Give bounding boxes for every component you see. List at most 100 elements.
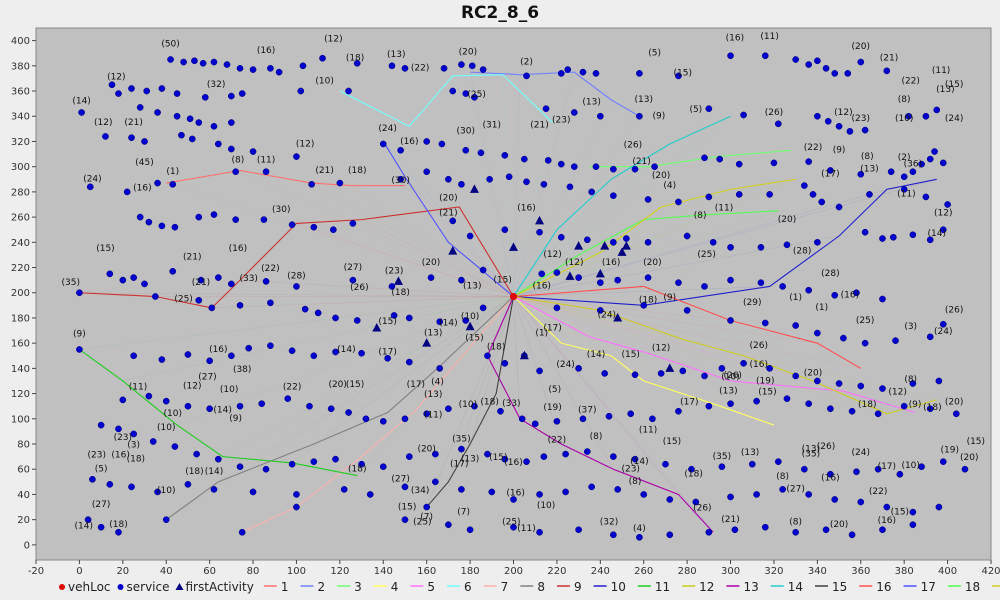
service-point [883, 503, 891, 511]
service-point [609, 192, 617, 200]
route-16-spoke [513, 286, 644, 297]
service-point [918, 463, 925, 471]
node-label: (4) [431, 378, 444, 388]
node-label: (4) [663, 181, 676, 191]
node-label: (9) [909, 400, 922, 410]
legend-label-8: 8 [537, 580, 545, 594]
node-label: (20) [422, 258, 440, 268]
x-tick-label: 20 [116, 566, 129, 577]
service-point [827, 470, 834, 478]
service-point [76, 346, 83, 353]
route-6-spoke [339, 90, 514, 297]
node-label: (9) [229, 414, 242, 424]
service-point [770, 159, 778, 167]
service-point [471, 93, 478, 101]
service-point [705, 193, 713, 201]
node-label: (12) [652, 344, 670, 354]
route-8-spoke [313, 296, 514, 445]
service-point [857, 498, 865, 506]
node-label: (12) [888, 388, 906, 398]
node-label: (20) [852, 42, 870, 52]
x-tick-label: 320 [764, 566, 783, 577]
service-point [557, 160, 565, 168]
node-label: (15) [398, 502, 416, 512]
route-8-spoke [166, 296, 514, 520]
service-point [879, 235, 886, 242]
service-point [162, 516, 170, 524]
service-point [931, 148, 938, 155]
route-13-spoke [513, 296, 614, 470]
first-activity-marker [595, 268, 605, 278]
service-point [575, 274, 582, 281]
service-point [128, 85, 135, 92]
route-9-spoke [211, 296, 514, 309]
route-16-spoke [513, 296, 818, 344]
x-tick-label: 400 [938, 566, 957, 577]
service-point [844, 70, 852, 77]
service-point [814, 329, 821, 337]
service-point [609, 531, 617, 539]
node-label: (16) [111, 451, 129, 461]
service-point [579, 68, 587, 76]
first-activity-markers [372, 184, 675, 372]
service-point [206, 357, 213, 365]
route-11 [79, 349, 358, 477]
service-point [267, 64, 274, 72]
x-tick-label: 280 [678, 566, 697, 577]
node-label: (23) [621, 465, 639, 475]
service-point [173, 90, 181, 97]
y-tick-label: 320 [11, 137, 30, 148]
service-point [718, 365, 726, 372]
service-point [809, 191, 817, 198]
service-point [861, 228, 869, 236]
service-point [115, 90, 122, 97]
node-label: (18) [185, 467, 203, 477]
node-label: (13) [802, 444, 820, 454]
service-point [405, 358, 413, 366]
route-2-spoke [513, 99, 612, 297]
service-point [761, 523, 769, 531]
service-point [889, 233, 897, 241]
node-label: (9) [833, 146, 846, 156]
y-tick-label: 380 [11, 61, 30, 72]
service-point [705, 528, 713, 536]
vehicle-location-marker [510, 293, 517, 301]
node-label: (16) [133, 183, 151, 193]
node-label: (15) [378, 317, 396, 327]
service-point [805, 158, 813, 165]
node-label: (13) [860, 164, 878, 174]
legend-label-6: 6 [464, 580, 472, 594]
route-11-spoke [122, 296, 514, 382]
service-point [666, 531, 674, 539]
service-point [227, 280, 235, 288]
node-label: (18) [639, 296, 657, 306]
node-label: (11) [932, 66, 950, 76]
service-point [245, 344, 253, 352]
service-point [631, 455, 639, 463]
legend-label-3: 3 [354, 580, 362, 594]
service-point [173, 112, 181, 120]
service-point [731, 526, 739, 534]
node-label: (13) [387, 50, 405, 60]
route-8-spoke [387, 296, 514, 413]
node-label: (16) [257, 46, 275, 56]
service-point [288, 460, 296, 468]
node-label: (12) [543, 250, 561, 260]
service-point [757, 279, 765, 287]
service-point [636, 70, 643, 77]
legend-marker-service [117, 584, 124, 590]
service-point [319, 54, 326, 62]
legend-label-service: service [127, 580, 170, 594]
service-point [154, 179, 161, 187]
service-point [879, 526, 886, 534]
service-point [553, 269, 561, 276]
legend-label-17: 17 [921, 580, 936, 594]
service-point [332, 348, 339, 356]
legend-label-2: 2 [317, 580, 325, 594]
service-point [362, 415, 370, 423]
service-point [753, 491, 760, 498]
service-point [223, 61, 231, 68]
service-point [709, 238, 717, 246]
service-point [588, 188, 595, 196]
y-tick-label: 120 [11, 389, 30, 400]
